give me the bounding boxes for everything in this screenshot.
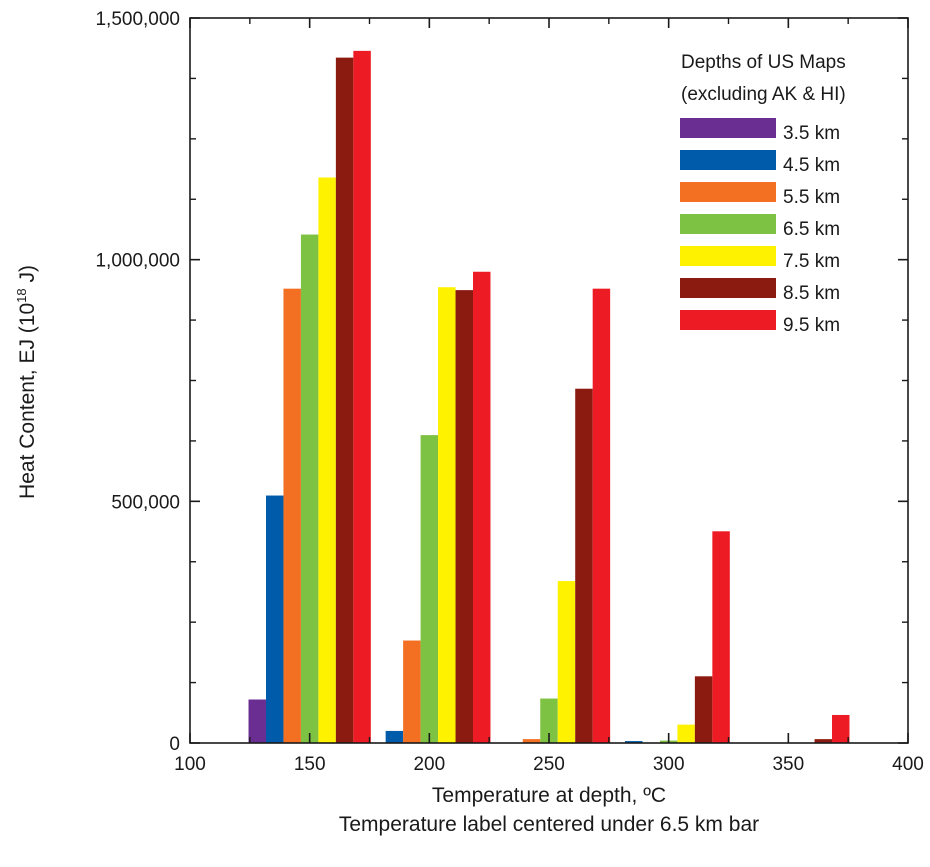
bar-9_5km-250 <box>592 288 611 743</box>
y-tick-label-500000: 500,000 <box>111 492 180 513</box>
legend-swatch-9_5km <box>680 310 776 330</box>
y-axis-title-tail: J) <box>16 265 39 288</box>
y-tick-label-1500000: 1,500,000 <box>95 9 180 30</box>
y-tick-label-1000000: 1,000,000 <box>95 251 180 272</box>
bar-6_5km-150 <box>300 234 319 743</box>
x-tick-label-350: 350 <box>772 754 804 775</box>
x-tick-label-300: 300 <box>653 754 685 775</box>
legend-label-9_5km: 9.5 km <box>783 315 840 336</box>
x-tick-label-250: 250 <box>533 754 565 775</box>
legend-title-line-1: Depths of US Maps <box>681 52 846 73</box>
x-axis-title: Temperature at depth, ºC <box>432 784 666 807</box>
x-axis-subtitle: Temperature label centered under 6.5 km … <box>339 813 759 836</box>
y-axis-title-superscript: 18 <box>14 288 29 302</box>
legend-swatch-8_5km <box>680 278 776 298</box>
bar-7_5km-300 <box>677 724 695 743</box>
legend-swatch-7_5km <box>680 246 776 266</box>
x-tick-label-150: 150 <box>294 754 326 775</box>
x-tick-label-100: 100 <box>174 754 206 775</box>
ticks-layer: 100 150 200 250 300 350 400 0 500,000 1,000,000 1,… <box>95 9 923 775</box>
bar-5_5km-150 <box>283 288 301 743</box>
bar-9_5km-300 <box>712 531 730 743</box>
bar-4_5km-150 <box>265 495 284 743</box>
bar-8_5km-250 <box>575 388 593 743</box>
legend: Depths of US Maps (excluding AK & HI) 3.5 … <box>680 52 846 336</box>
legend-swatch-5_5km <box>680 182 776 202</box>
bar-7_5km-150 <box>318 177 336 743</box>
bar-6_5km-250 <box>540 698 558 743</box>
y-tick-label-0: 0 <box>169 734 180 755</box>
bar-7_5km-250 <box>557 581 576 743</box>
bar-4_5km-300 <box>624 741 643 743</box>
legend-label-3_5km: 3.5 km <box>783 123 840 144</box>
legend-label-4_5km: 4.5 km <box>783 155 840 176</box>
bar-4_5km-200 <box>385 730 404 743</box>
bar-8_5km-350 <box>814 739 833 743</box>
bar-5_5km-200 <box>403 640 421 743</box>
bars-layer <box>248 50 850 744</box>
bar-9_5km-150 <box>353 50 371 744</box>
bar-3_5km-150 <box>248 699 266 743</box>
legend-label-7_5km: 7.5 km <box>783 251 840 272</box>
y-axis-title-main: Heat Content, EJ (10 <box>16 303 39 499</box>
bar-8_5km-300 <box>694 676 713 743</box>
legend-label-8_5km: 8.5 km <box>783 283 840 304</box>
bar-5_5km-250 <box>522 739 541 743</box>
legend-title-line-2: (excluding AK & HI) <box>681 84 846 105</box>
bar-6_5km-200 <box>420 435 439 743</box>
legend-label-6_5km: 6.5 km <box>783 219 840 240</box>
x-tick-label-200: 200 <box>413 754 445 775</box>
bar-9_5km-350 <box>832 714 850 743</box>
bar-9_5km-200 <box>473 271 491 743</box>
bar-8_5km-150 <box>335 57 354 743</box>
x-tick-label-400: 400 <box>892 754 924 775</box>
legend-swatch-6_5km <box>680 214 776 234</box>
y-axis-title: Heat Content, EJ (1018 J) <box>14 265 39 499</box>
legend-label-5_5km: 5.5 km <box>783 187 840 208</box>
bar-7_5km-200 <box>438 287 456 743</box>
bar-8_5km-200 <box>455 290 474 743</box>
legend-swatch-3_5km <box>680 118 776 138</box>
legend-swatch-4_5km <box>680 150 776 170</box>
